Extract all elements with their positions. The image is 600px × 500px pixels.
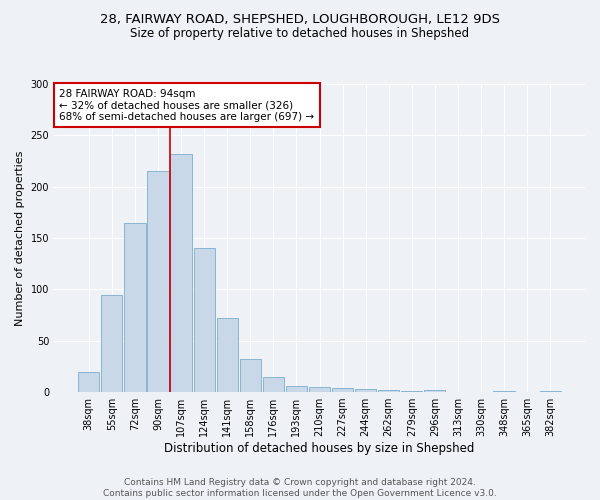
Bar (493, 391, 515, 392)
Bar (101, 294, 122, 392)
Bar (355, 389, 376, 392)
Text: Contains HM Land Registry data © Crown copyright and database right 2024.
Contai: Contains HM Land Registry data © Crown c… (103, 478, 497, 498)
Bar (401, 391, 422, 392)
Bar (239, 359, 261, 392)
Text: Size of property relative to detached houses in Shepshed: Size of property relative to detached ho… (130, 28, 470, 40)
Text: 28 FAIRWAY ROAD: 94sqm
← 32% of detached houses are smaller (326)
68% of semi-de: 28 FAIRWAY ROAD: 94sqm ← 32% of detached… (59, 88, 314, 122)
Y-axis label: Number of detached properties: Number of detached properties (15, 150, 25, 326)
Bar (309, 387, 330, 392)
Text: 28, FAIRWAY ROAD, SHEPSHED, LOUGHBOROUGH, LE12 9DS: 28, FAIRWAY ROAD, SHEPSHED, LOUGHBOROUGH… (100, 12, 500, 26)
Bar (124, 222, 146, 392)
Bar (332, 388, 353, 392)
X-axis label: Distribution of detached houses by size in Shepshed: Distribution of detached houses by size … (164, 442, 475, 455)
Bar (217, 318, 238, 392)
Bar (194, 248, 215, 392)
Bar (263, 376, 284, 392)
Bar (424, 390, 445, 392)
Bar (539, 391, 561, 392)
Bar (148, 172, 169, 392)
Bar (378, 390, 400, 392)
Bar (78, 372, 100, 392)
Bar (170, 154, 191, 392)
Bar (286, 386, 307, 392)
